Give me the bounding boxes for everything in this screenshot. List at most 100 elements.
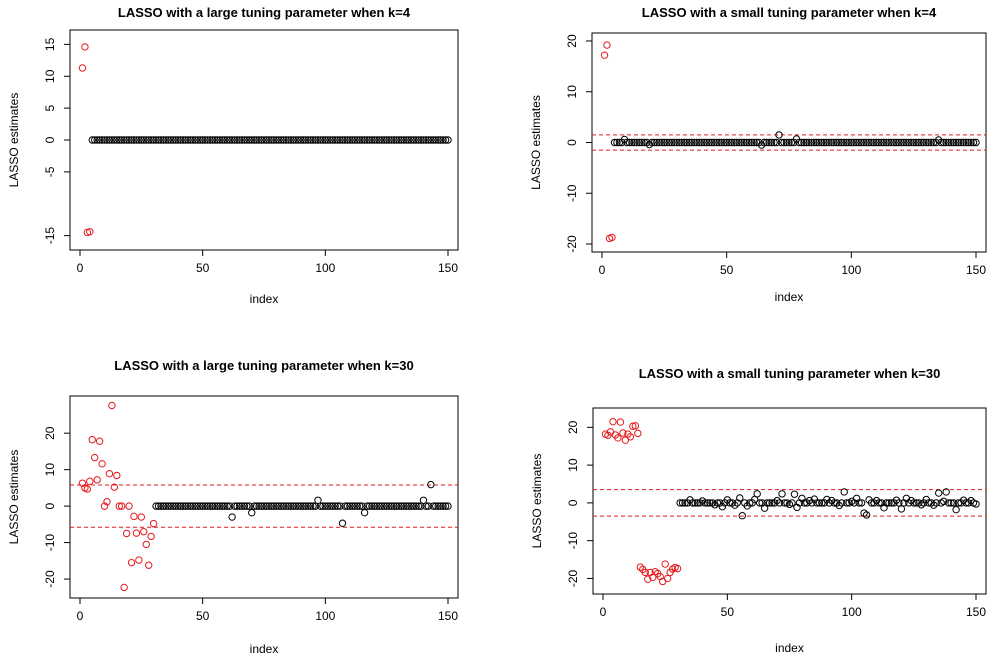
data-point [287,502,295,510]
data-point [169,136,177,144]
data-point [698,138,706,147]
data-point [847,138,856,147]
data-point [705,138,713,147]
data-point [358,136,366,144]
data-point [360,508,369,517]
data-point [302,136,310,144]
y-tick-label: 20 [43,426,57,440]
data-point [257,502,266,510]
data-point [95,136,104,144]
data-point [665,138,674,147]
data-point [108,136,116,144]
data-point [820,138,828,147]
data-point [159,136,168,144]
data-point [655,138,664,147]
highlighted-point [91,453,99,462]
data-point [964,499,973,507]
data-point [397,136,406,144]
data-point [880,138,888,147]
highlighted-point [86,228,94,236]
data-point [738,512,746,520]
data-point [257,136,266,144]
data-point [937,138,945,147]
highlighted-point [135,556,143,564]
highlighted-point [634,429,642,438]
x-tick-label: 100 [315,261,335,275]
data-point [720,138,728,147]
data-point [959,138,968,147]
data-point [441,136,450,144]
data-point [176,502,185,510]
data-point [297,136,305,144]
data-point [827,138,836,147]
data-point [208,502,217,510]
data-point [299,136,307,144]
data-point [346,502,354,510]
y-tick-label: 5 [43,104,57,111]
data-point [907,138,915,147]
data-point [742,138,751,147]
data-point [772,138,781,147]
data-point [282,136,290,144]
data-point [949,138,958,147]
data-point [304,136,312,144]
data-point [972,138,980,147]
data-point [708,138,716,147]
data-point [275,502,283,510]
data-point [250,136,258,144]
data-point [706,499,714,507]
data-point [857,138,866,147]
highlighted-point [600,51,609,59]
data-point [392,136,401,144]
data-point [267,502,276,510]
data-point [390,136,398,144]
data-point [862,138,870,147]
data-point [815,499,824,507]
data-point [196,502,204,510]
data-point [292,502,300,510]
chart-panel-4: LASSO with a small tuning parameter when… [530,366,987,655]
data-point [127,136,136,144]
data-point [716,499,724,507]
x-tick-label: 50 [196,261,210,275]
data-point [392,502,401,510]
highlighted-point [130,512,138,521]
highlighted-point [132,529,141,537]
data-point [919,138,928,147]
y-tick-label: 20 [565,34,579,48]
data-point [424,502,433,510]
data-point [777,138,786,147]
y-tick-label: -10 [43,534,57,552]
y-tick-label: 10 [566,458,580,472]
data-point [294,502,303,510]
data-point [855,499,863,507]
data-point [159,502,168,510]
data-point [643,138,651,147]
chart-title: LASSO with a small tuning parameter when… [642,5,937,20]
data-point [939,138,948,147]
data-point [760,138,768,147]
data-point [422,502,430,510]
data-point [306,502,315,510]
data-point [140,136,148,144]
data-point [213,502,222,510]
data-point [899,138,908,147]
data-point [780,499,789,507]
data-point [319,502,327,510]
data-point [850,138,858,147]
data-point [368,502,376,510]
highlighted-point [108,401,116,410]
data-point [179,136,187,144]
data-point [149,136,158,144]
data-point [309,502,317,510]
y-axis-label: LASSO estimates [7,450,21,545]
data-point [725,138,733,147]
data-point [885,138,893,147]
data-point [942,138,950,147]
data-point [414,502,423,510]
data-point [845,138,853,147]
x-tick-label: 150 [438,609,458,623]
highlighted-point [629,422,637,430]
highlighted-point [120,583,128,592]
